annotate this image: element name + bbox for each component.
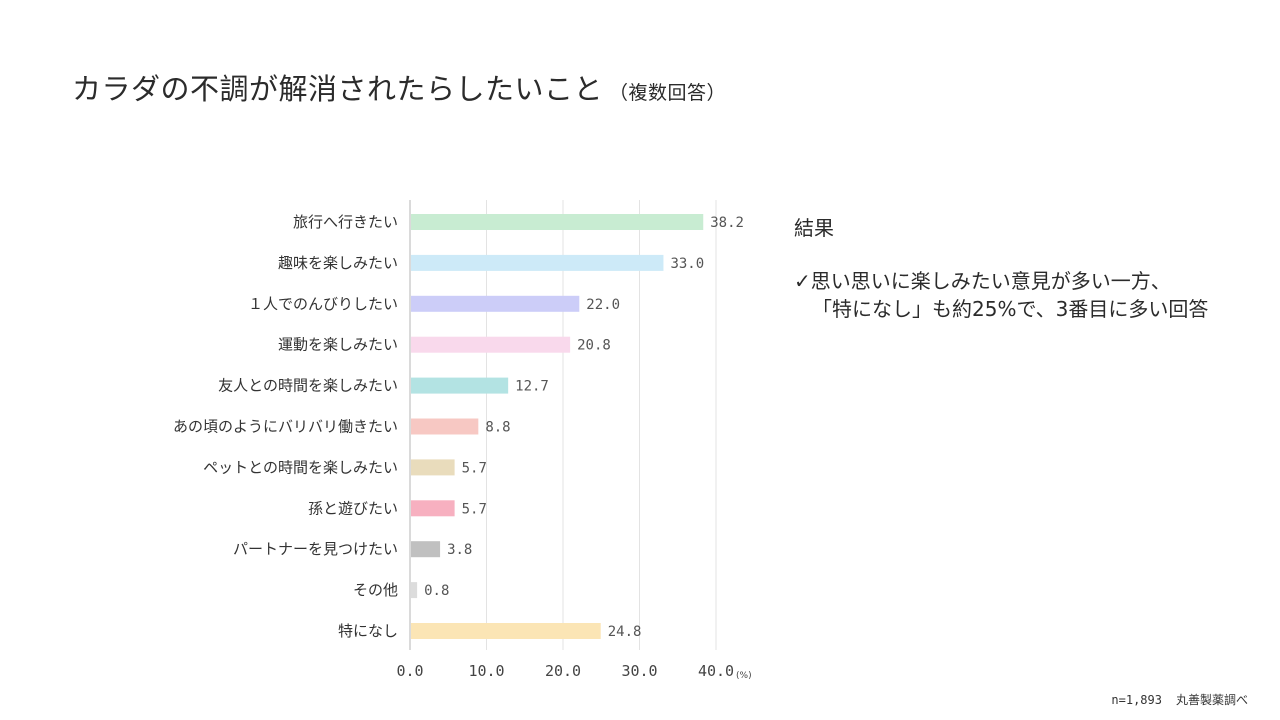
bar	[411, 582, 418, 599]
category-label: 孫と遊びたい	[308, 499, 398, 517]
category-label: あの頃のようにバリバリ働きたい	[173, 418, 398, 436]
data-label: 0.8	[424, 583, 449, 599]
data-label: 22.0	[586, 297, 620, 313]
data-label: 12.7	[515, 379, 549, 395]
source-credit: 丸善製薬調べ	[1175, 693, 1248, 707]
chart-title: カラダの不調が解消されたらしたいこと （複数回答）	[72, 66, 726, 108]
x-tick-label: 0.0	[396, 662, 423, 680]
title-sub: （複数回答）	[609, 82, 727, 104]
data-label: 5.7	[462, 501, 487, 517]
category-label: その他	[353, 581, 398, 599]
x-tick-label: 30.0	[621, 662, 657, 680]
data-label: 8.8	[485, 420, 510, 436]
data-label: 3.8	[447, 542, 472, 558]
result-line-2: 「特になし」も約25%で、3番目に多い回答	[812, 297, 1209, 321]
sample-size: n=1,893	[1111, 693, 1162, 707]
data-label: 33.0	[670, 256, 704, 272]
bar	[411, 623, 601, 639]
bar	[411, 336, 571, 353]
source-note: n=1,893 丸善製薬調べ	[1111, 691, 1248, 708]
bar	[411, 418, 479, 435]
bar	[411, 295, 580, 312]
data-label: 24.8	[608, 624, 642, 640]
x-tick-label: 20.0	[545, 662, 581, 680]
bar	[411, 254, 664, 271]
data-label: 5.7	[462, 460, 487, 476]
x-tick-label: 40.0	[698, 662, 734, 680]
category-label: 友人との時間を楽しみたい	[218, 377, 398, 395]
category-label: 趣味を楽しみたい	[278, 254, 398, 272]
data-label: 38.2	[710, 215, 744, 231]
grid-lines	[409, 200, 717, 650]
result-heading: 結果	[794, 216, 834, 240]
title-main: カラダの不調が解消されたらしたいこと	[72, 72, 604, 106]
bar	[411, 214, 704, 230]
category-label: １人でのんびりしたい	[248, 295, 398, 313]
result-line-1: ✓思い思いに楽しみたい意見が多い一方、	[794, 269, 1171, 293]
bar	[411, 459, 455, 476]
x-tick-label: 10.0	[468, 662, 504, 680]
bar	[411, 377, 509, 394]
bar	[411, 500, 455, 517]
data-label: 20.8	[577, 338, 611, 354]
result-panel: 結果 ✓思い思いに楽しみたい意見が多い一方、 「特になし」も約25%で、3番目に…	[794, 212, 1264, 323]
category-label: パートナーを見つけたい	[233, 540, 398, 558]
category-label: 特になし	[338, 622, 398, 640]
bars	[411, 214, 704, 639]
labels: 0.0 10.0 20.0 30.0 40.0 (%) 旅行へ行きたい 38.2 趣味を楽しみた…	[173, 213, 752, 681]
category-label: ペットとの時間を楽しみたい	[203, 458, 398, 476]
bar	[411, 541, 441, 558]
x-unit-label: (%)	[736, 671, 752, 681]
category-label: 運動を楽しみたい	[278, 336, 398, 354]
category-label: 旅行へ行きたい	[293, 213, 398, 231]
